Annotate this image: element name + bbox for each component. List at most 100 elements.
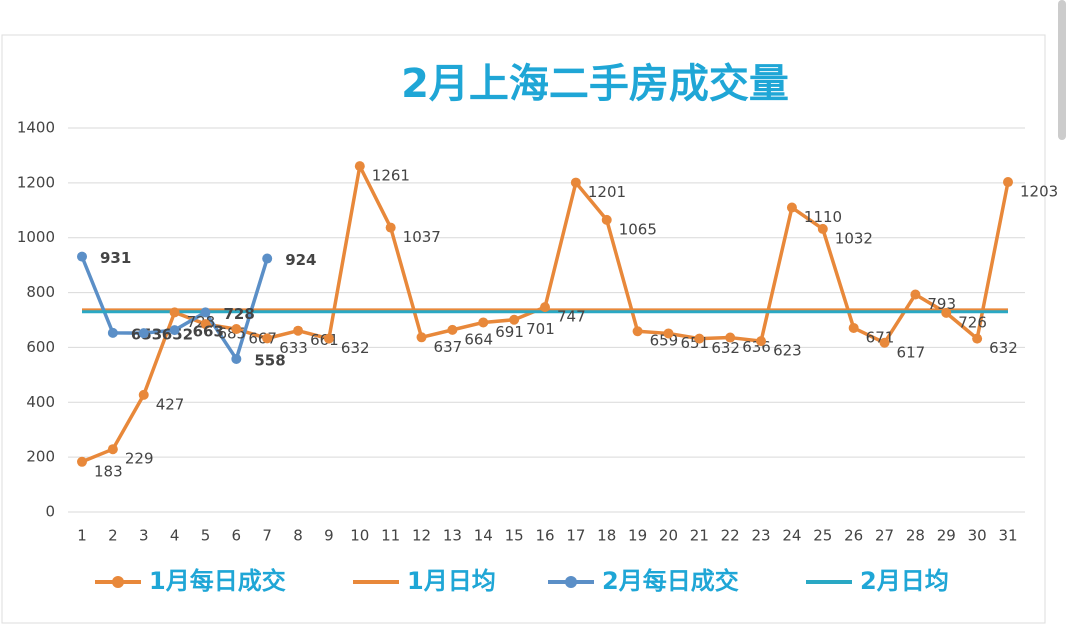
point xyxy=(570,177,581,188)
point xyxy=(478,317,489,328)
point xyxy=(77,251,87,262)
point xyxy=(601,214,612,225)
x-tick-label: 27 xyxy=(875,527,894,545)
x-tick-label: 30 xyxy=(968,527,987,545)
x-tick-label: 1 xyxy=(77,527,87,545)
point xyxy=(879,337,890,348)
data-label: 728 xyxy=(223,305,254,323)
data-label: 1065 xyxy=(619,220,657,238)
point xyxy=(169,307,180,318)
data-label: 701 xyxy=(526,320,555,338)
data-label: 726 xyxy=(958,313,987,331)
scrollbar[interactable] xyxy=(1058,0,1066,140)
x-tick-label: 4 xyxy=(170,527,180,545)
point xyxy=(107,444,118,455)
data-label: 1037 xyxy=(403,228,441,246)
x-tick-label: 2 xyxy=(108,527,118,545)
x-tick-label: 23 xyxy=(752,527,771,545)
point xyxy=(509,314,520,325)
point xyxy=(262,253,273,264)
point xyxy=(293,325,304,336)
point xyxy=(323,333,334,344)
x-tick-label: 13 xyxy=(443,527,462,545)
point xyxy=(725,332,736,343)
y-tick-label: 1200 xyxy=(17,173,55,191)
x-tick-label: 7 xyxy=(262,527,272,545)
legend-marker xyxy=(565,576,577,588)
x-tick-label: 17 xyxy=(566,527,585,545)
y-tick-label: 800 xyxy=(26,283,55,301)
legend-label: 1月日均 xyxy=(407,567,496,595)
x-tick-label: 25 xyxy=(813,527,832,545)
chart-title: 2月上海二手房成交量 xyxy=(401,61,789,107)
x-tick-label: 19 xyxy=(628,527,647,545)
legend-label: 2月日均 xyxy=(860,567,949,595)
point xyxy=(231,353,242,364)
data-label: 691 xyxy=(495,323,524,341)
data-label: 1110 xyxy=(804,208,842,226)
data-label: 747 xyxy=(557,308,586,326)
data-label: 617 xyxy=(897,343,926,361)
point xyxy=(385,222,396,233)
point xyxy=(169,325,180,336)
data-label: 663 xyxy=(193,323,224,341)
data-label: 1201 xyxy=(588,183,626,201)
x-tick-label: 16 xyxy=(535,527,554,545)
x-tick-label: 9 xyxy=(324,527,334,545)
data-label: 632 xyxy=(989,339,1018,357)
y-tick-label: 400 xyxy=(26,393,55,411)
data-label: 1203 xyxy=(1020,183,1058,201)
point xyxy=(231,324,242,335)
x-tick-label: 15 xyxy=(505,527,524,545)
x-tick-label: 5 xyxy=(201,527,211,545)
point xyxy=(941,307,952,318)
x-tick-label: 20 xyxy=(659,527,678,545)
x-tick-label: 12 xyxy=(412,527,431,545)
x-tick-label: 26 xyxy=(844,527,863,545)
y-tick-label: 200 xyxy=(26,448,55,466)
data-label: 229 xyxy=(125,450,154,468)
point xyxy=(107,327,118,338)
point xyxy=(972,333,983,344)
legend-marker xyxy=(112,576,124,588)
x-tick-label: 29 xyxy=(937,527,956,545)
point xyxy=(416,332,427,343)
point xyxy=(354,161,365,172)
data-label: 793 xyxy=(927,295,956,313)
point xyxy=(262,333,273,344)
x-tick-label: 14 xyxy=(474,527,493,545)
point xyxy=(200,307,211,318)
point xyxy=(632,326,643,337)
y-tick-label: 600 xyxy=(26,338,55,356)
x-tick-label: 11 xyxy=(381,527,400,545)
data-label: 664 xyxy=(464,330,493,348)
x-tick-label: 6 xyxy=(232,527,242,545)
x-tick-label: 31 xyxy=(998,527,1017,545)
data-label: 183 xyxy=(94,462,123,480)
x-tick-label: 18 xyxy=(597,527,616,545)
point xyxy=(910,289,921,300)
data-label: 623 xyxy=(773,342,802,360)
x-tick-label: 22 xyxy=(721,527,740,545)
x-tick-label: 28 xyxy=(906,527,925,545)
data-label: 1032 xyxy=(835,229,873,247)
data-label: 1261 xyxy=(372,167,410,185)
point xyxy=(817,223,828,234)
data-label: 558 xyxy=(254,351,285,369)
point xyxy=(756,336,767,347)
point xyxy=(138,389,149,400)
x-tick-label: 21 xyxy=(690,527,709,545)
point xyxy=(848,322,859,333)
x-tick-label: 24 xyxy=(782,527,801,545)
legend-label: 1月每日成交 xyxy=(149,567,286,595)
point xyxy=(77,456,87,467)
point xyxy=(694,333,705,344)
data-label: 931 xyxy=(100,249,131,267)
x-tick-label: 8 xyxy=(293,527,303,545)
x-tick-label: 10 xyxy=(350,527,369,545)
point xyxy=(540,302,550,313)
point xyxy=(138,328,149,339)
y-tick-label: 0 xyxy=(45,503,55,521)
data-label: 652 xyxy=(162,326,193,344)
